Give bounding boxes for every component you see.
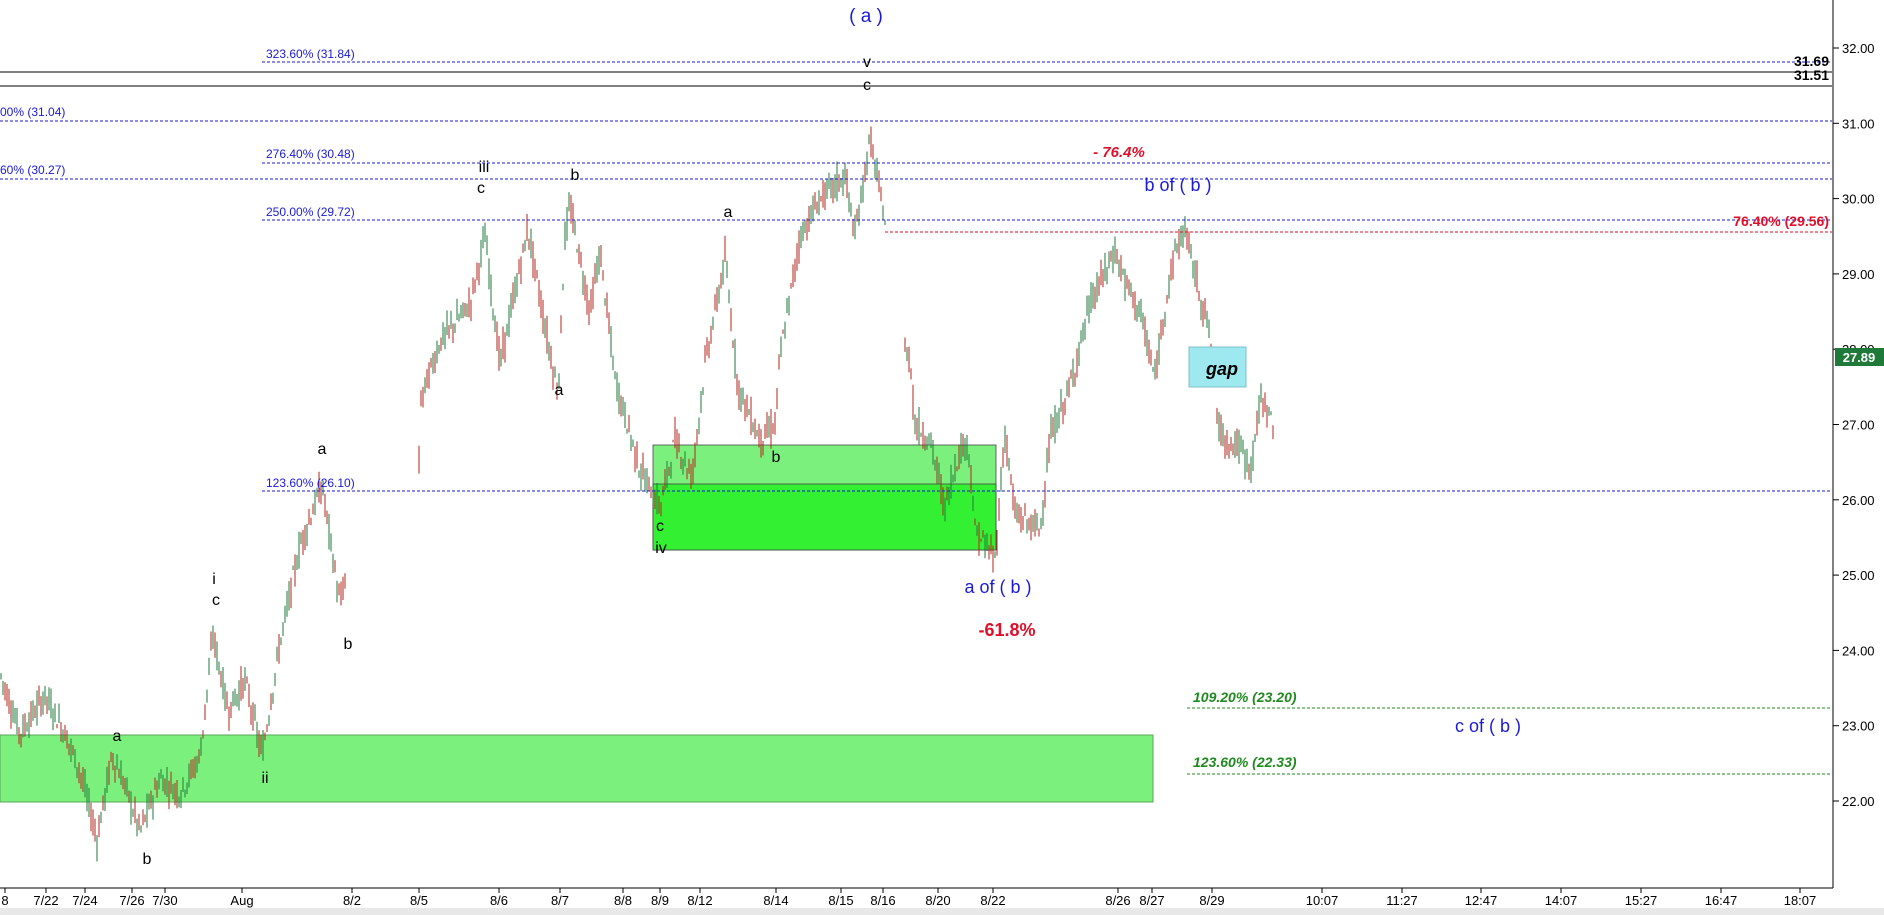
wave-labels-layer: ( a ) v c iii c b a a b a b i c a ii b c… <box>113 6 1521 868</box>
wave-label-b-726: b <box>143 851 152 868</box>
retrace-label-76: 76.40% (29.56) <box>1733 213 1829 229</box>
upper-support-zone-bright <box>652 483 997 551</box>
retrace-label-109: 109.20% (23.20) <box>1193 689 1297 705</box>
time-tick-label: 8/16 <box>870 893 895 908</box>
time-tick-label: 18:07 <box>1784 893 1817 908</box>
time-tick-label: 8/12 <box>687 893 712 908</box>
wave-label-a-paren: ( a ) <box>849 6 883 27</box>
wave-label-a-of-b: a of ( b ) <box>964 577 1031 597</box>
time-axis-band <box>0 908 1884 915</box>
price-tick-label: 31.00 <box>1842 116 1875 131</box>
levels-layer <box>0 61 1832 775</box>
gap-label: gap <box>1205 359 1238 379</box>
time-tick-label: 8/20 <box>925 893 950 908</box>
hline-label-31-51: 31.51 <box>1794 67 1829 83</box>
wave-label-b-82: b <box>344 636 353 653</box>
price-tick-label: 27.00 <box>1842 418 1875 433</box>
time-tick-label: 8/9 <box>651 893 669 908</box>
time-tick-label: 8/29 <box>1199 893 1224 908</box>
wave-label-iii: iii <box>479 159 490 176</box>
wave-label-a-724: a <box>113 728 122 745</box>
wave-label-b-814: b <box>772 449 781 466</box>
price-tick-label: 30.00 <box>1842 192 1875 207</box>
price-tick-label: 32.00 <box>1842 41 1875 56</box>
wave-label-i: i <box>212 571 216 588</box>
time-tick-label: 8/6 <box>490 893 508 908</box>
time-tick-label: 8 <box>1 893 8 908</box>
hline-label-31-69: 31.69 <box>1794 53 1829 69</box>
price-tick-label: 25.00 <box>1842 568 1875 583</box>
wave-label-a-82: a <box>318 441 327 458</box>
wave-label-c-i: c <box>212 592 220 609</box>
time-tick-label: 8/8 <box>614 893 632 908</box>
gap-annotation: gap <box>1188 346 1247 388</box>
fib-label-123-upper: 123.60% (26.10) <box>266 476 355 490</box>
current-price-tag <box>1835 348 1884 366</box>
time-tick-label: 16:47 <box>1705 893 1738 908</box>
wave-label-c-top: c <box>863 77 871 94</box>
time-tick-label: 8/15 <box>828 893 853 908</box>
time-tick-label: 8/27 <box>1139 893 1164 908</box>
fib-label-30-27: 60% (30.27) <box>0 163 65 177</box>
fib-label-31-04: 00% (31.04) <box>0 105 65 119</box>
price-axis-ticks: 22.0023.0024.0025.0026.0027.0028.0029.00… <box>1833 41 1875 809</box>
price-tick-label: 26.00 <box>1842 493 1875 508</box>
price-tick-label: 23.00 <box>1842 719 1875 734</box>
price-tick-label: 29.00 <box>1842 267 1875 282</box>
retrace-label-123-lower: 123.60% (22.33) <box>1193 754 1297 770</box>
time-tick-label: 7/24 <box>72 893 97 908</box>
time-axis: 8 7/22 7/24 7/26 7/30 Aug 8/2 8/5 8/6 8/7 8/8 8/9 8/… <box>0 887 1884 915</box>
time-tick-label: 8/26 <box>1105 893 1130 908</box>
time-tick-label: 15:27 <box>1625 893 1658 908</box>
wave-label-v: v <box>863 54 871 71</box>
wave-label-c-iii: c <box>477 180 485 197</box>
wave-label-ii: ii <box>261 770 268 787</box>
time-tick-label: 8/14 <box>763 893 788 908</box>
lower-support-zone <box>0 734 1154 803</box>
fib-label-276: 276.40% (30.48) <box>266 147 355 161</box>
time-tick-label: 7/22 <box>33 893 58 908</box>
time-tick-label: 12:47 <box>1465 893 1498 908</box>
time-tick-label: 8/5 <box>410 893 428 908</box>
fib-label-323: 323.60% (31.84) <box>266 47 355 61</box>
price-axis: 22.0023.0024.0025.0026.0027.0028.0029.00… <box>1832 0 1884 888</box>
pct-label-minus-76: - 76.4% <box>1093 144 1145 161</box>
wave-label-c-89: c <box>656 518 664 535</box>
time-axis-labels: 8 7/22 7/24 7/26 7/30 Aug 8/2 8/5 8/6 8/7 8/8 8/9 8/… <box>1 888 1816 908</box>
zones-layer <box>0 444 1154 803</box>
wave-label-b-87: b <box>571 167 580 184</box>
fib-label-250: 250.00% (29.72) <box>266 205 355 219</box>
time-tick-label: Aug <box>230 893 253 908</box>
time-tick-label: 8/2 <box>343 893 361 908</box>
time-tick-label: 8/7 <box>551 893 569 908</box>
pct-label-minus-61: -61.8% <box>978 620 1035 640</box>
wave-label-a-86: a <box>555 382 564 399</box>
current-price-label: 27.89 <box>1843 350 1876 365</box>
time-tick-label: 14:07 <box>1545 893 1578 908</box>
time-tick-label: 10:07 <box>1306 893 1339 908</box>
level-labels-layer: 323.60% (31.84) 00% (31.04) 276.40% (30.… <box>0 47 1829 770</box>
wave-label-b-of-b: b of ( b ) <box>1144 175 1211 195</box>
time-tick-label: 11:27 <box>1386 893 1418 908</box>
wave-label-a-812: a <box>724 204 733 221</box>
price-tick-label: 24.00 <box>1842 643 1875 658</box>
time-tick-label: 8/22 <box>980 893 1005 908</box>
price-tick-label: 22.00 <box>1842 794 1875 809</box>
gap-box <box>1188 346 1247 388</box>
wave-label-c-of-b: c of ( b ) <box>1455 716 1521 736</box>
time-tick-label: 7/30 <box>152 893 177 908</box>
wave-label-iv: iv <box>655 540 667 557</box>
time-tick-label: 7/26 <box>119 893 144 908</box>
